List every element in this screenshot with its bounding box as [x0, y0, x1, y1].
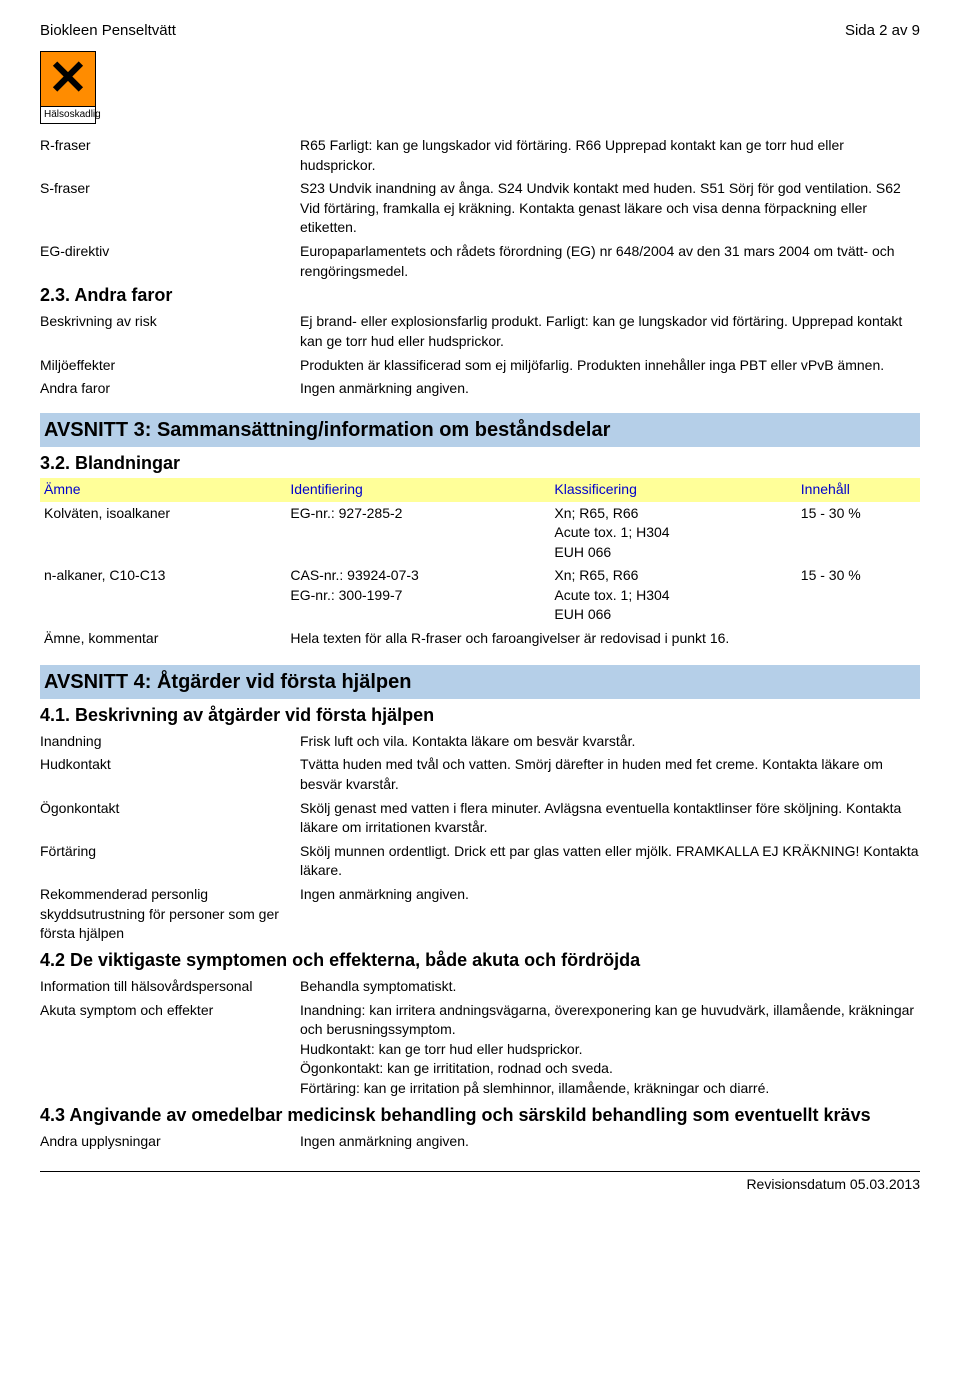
kv-row: R-fraser R65 Farligt: kan ge lungskador …: [40, 136, 920, 175]
kv-value: Inandning: kan irritera andningsvägarna,…: [300, 1001, 920, 1099]
kv-label: Rekommenderad personlig skyddsutrustning…: [40, 885, 300, 944]
kv-block-43: Andra upplysningar Ingen anmärkning angi…: [40, 1132, 920, 1152]
kv-block-1: R-fraser R65 Farligt: kan ge lungskador …: [40, 136, 920, 281]
kv-block-2: Beskrivning av risk Ej brand- eller expl…: [40, 312, 920, 398]
kv-label: Information till hälsovårdspersonal: [40, 977, 300, 997]
kv-label: Andra upplysningar: [40, 1132, 300, 1152]
kv-label: Förtäring: [40, 842, 300, 881]
hazard-label: Hälsoskadlig: [40, 107, 96, 124]
col-header: Klassificering: [550, 478, 796, 502]
kv-row: Beskrivning av risk Ej brand- eller expl…: [40, 312, 920, 351]
composition-table: Ämne Identifiering Klassificering Innehå…: [40, 478, 920, 651]
col-header: Innehåll: [797, 478, 920, 502]
cell: 15 - 30 %: [797, 564, 920, 627]
table-row: Ämne, kommentar Hela texten för alla R-f…: [40, 627, 920, 651]
kv-value: Produkten är klassificerad som ej miljöf…: [300, 356, 920, 376]
cell: 15 - 30 %: [797, 502, 920, 565]
kv-row: Rekommenderad personlig skyddsutrustning…: [40, 885, 920, 944]
kv-row: Förtäring Skölj munnen ordentligt. Drick…: [40, 842, 920, 881]
cell: EG-nr.: 927-285-2: [286, 502, 550, 565]
table-row: n-alkaner, C10-C13 CAS-nr.: 93924-07-3 E…: [40, 564, 920, 627]
kv-row: S-fraser S23 Undvik inandning av ånga. S…: [40, 179, 920, 238]
kv-label: Inandning: [40, 732, 300, 752]
kv-row: Akuta symptom och effekter Inandning: ka…: [40, 1001, 920, 1099]
cell: Xn; R65, R66 Acute tox. 1; H304 EUH 066: [550, 564, 796, 627]
kv-value: Tvätta huden med tvål och vatten. Smörj …: [300, 755, 920, 794]
kv-value: Skölj munnen ordentligt. Drick ett par g…: [300, 842, 920, 881]
page-header: Biokleen Penseltvätt Sida 2 av 9: [40, 20, 920, 41]
kv-row: Information till hälsovårdspersonal Beha…: [40, 977, 920, 997]
kv-row: Andra faror Ingen anmärkning angiven.: [40, 379, 920, 399]
cell: Xn; R65, R66 Acute tox. 1; H304 EUH 066: [550, 502, 796, 565]
kv-value: R65 Farligt: kan ge lungskador vid förtä…: [300, 136, 920, 175]
hazard-symbol: ✕ Hälsoskadlig: [40, 51, 96, 124]
kv-label: EG-direktiv: [40, 242, 300, 281]
cell: Hela texten för alla R-fraser och faroan…: [286, 627, 920, 651]
kv-value: Frisk luft och vila. Kontakta läkare om …: [300, 732, 920, 752]
kv-value: Skölj genast med vatten i flera minuter.…: [300, 799, 920, 838]
subsection-4-2: 4.2 De viktigaste symptomen och effekter…: [40, 948, 920, 973]
page-number: Sida 2 av 9: [845, 20, 920, 41]
kv-label: Akuta symptom och effekter: [40, 1001, 300, 1099]
col-header: Ämne: [40, 478, 286, 502]
cell: n-alkaner, C10-C13: [40, 564, 286, 627]
kv-value: Ej brand- eller explosionsfarlig produkt…: [300, 312, 920, 351]
kv-row: Ögonkontakt Skölj genast med vatten i fl…: [40, 799, 920, 838]
kv-row: EG-direktiv Europaparlamentets och rådet…: [40, 242, 920, 281]
kv-label: S-fraser: [40, 179, 300, 238]
kv-value: Behandla symptomatiskt.: [300, 977, 920, 997]
kv-label: Beskrivning av risk: [40, 312, 300, 351]
kv-value: Ingen anmärkning angiven.: [300, 1132, 920, 1152]
subsection-2-3: 2.3. Andra faror: [40, 283, 920, 308]
section-3-title: AVSNITT 3: Sammansättning/information om…: [40, 413, 920, 447]
product-name: Biokleen Penseltvätt: [40, 20, 176, 41]
subsection-4-1: 4.1. Beskrivning av åtgärder vid första …: [40, 703, 920, 728]
kv-value: Europaparlamentets och rådets förordning…: [300, 242, 920, 281]
kv-label: R-fraser: [40, 136, 300, 175]
kv-label: Hudkontakt: [40, 755, 300, 794]
kv-value: Ingen anmärkning angiven.: [300, 885, 920, 944]
kv-row: Andra upplysningar Ingen anmärkning angi…: [40, 1132, 920, 1152]
kv-row: Hudkontakt Tvätta huden med tvål och vat…: [40, 755, 920, 794]
cell: Kolväten, isoalkaner: [40, 502, 286, 565]
footer-divider: [40, 1171, 920, 1172]
kv-row: Inandning Frisk luft och vila. Kontakta …: [40, 732, 920, 752]
table-row: Kolväten, isoalkaner EG-nr.: 927-285-2 X…: [40, 502, 920, 565]
kv-value: S23 Undvik inandning av ånga. S24 Undvik…: [300, 179, 920, 238]
subsection-4-3: 4.3 Angivande av omedelbar medicinsk beh…: [40, 1103, 920, 1128]
kv-block-42: Information till hälsovårdspersonal Beha…: [40, 977, 920, 1099]
subsection-3-2: 3.2. Blandningar: [40, 451, 920, 476]
cell: Ämne, kommentar: [40, 627, 286, 651]
kv-row: Miljöeffekter Produkten är klassificerad…: [40, 356, 920, 376]
kv-value: Ingen anmärkning angiven.: [300, 379, 920, 399]
kv-label: Miljöeffekter: [40, 356, 300, 376]
cell: CAS-nr.: 93924-07-3 EG-nr.: 300-199-7: [286, 564, 550, 627]
revision-date: Revisionsdatum 05.03.2013: [40, 1175, 920, 1195]
col-header: Identifiering: [286, 478, 550, 502]
kv-block-41: Inandning Frisk luft och vila. Kontakta …: [40, 732, 920, 944]
kv-label: Ögonkontakt: [40, 799, 300, 838]
hazard-icon: ✕: [40, 51, 96, 107]
section-4-title: AVSNITT 4: Åtgärder vid första hjälpen: [40, 665, 920, 699]
kv-label: Andra faror: [40, 379, 300, 399]
